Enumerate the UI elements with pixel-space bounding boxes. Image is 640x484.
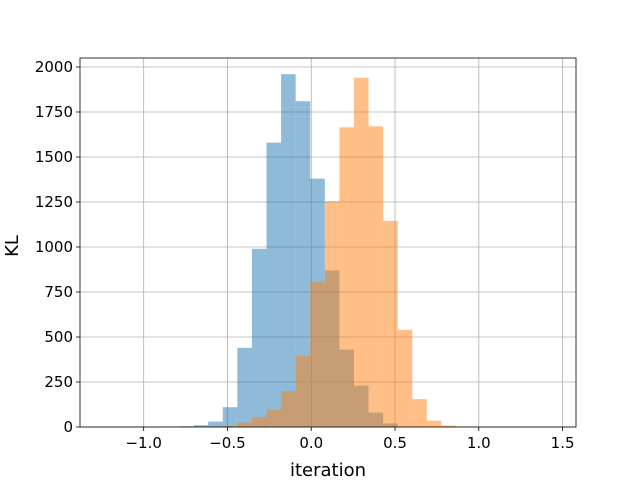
- histogram-bar-series-2: [252, 417, 267, 427]
- x-axis-label: iteration: [290, 460, 366, 480]
- histogram-bar-series-2: [281, 391, 296, 427]
- x-tick-label: 0.0: [299, 434, 323, 452]
- histogram-bar-series-1: [223, 407, 238, 427]
- histogram-bar-series-2: [339, 127, 354, 427]
- histogram-bar-series-1: [208, 422, 223, 427]
- x-tick-label: 1.5: [551, 434, 575, 452]
- x-axis-ticks: −1.0 −0.5 0.0 0.5 1.0 1.5: [125, 427, 574, 452]
- y-axis-ticks: 0 250 500 750 1000 1250 1500 1750 2000: [35, 58, 80, 436]
- y-tick-label: 1250: [35, 193, 73, 211]
- y-tick-label: 750: [44, 283, 73, 301]
- y-tick-label: 0: [63, 418, 73, 436]
- y-tick-label: 1750: [35, 103, 73, 121]
- histogram-bar-series-1: [267, 143, 282, 427]
- histogram-bar-series-1: [237, 348, 252, 427]
- y-axis-label: KL: [2, 235, 23, 257]
- y-tick-label: 500: [44, 328, 73, 346]
- y-tick-label: 1000: [35, 238, 73, 256]
- x-tick-label: 1.0: [467, 434, 491, 452]
- x-tick-label: −0.5: [209, 434, 245, 452]
- histogram-bars: [135, 74, 485, 427]
- y-tick-label: 2000: [35, 58, 73, 76]
- histogram-bar-series-1: [281, 74, 296, 427]
- histogram-bar-series-2: [296, 356, 311, 427]
- histogram-bar-series-2: [427, 421, 442, 427]
- histogram-bar-series-2: [383, 221, 398, 427]
- histogram-bar-series-1: [252, 249, 267, 427]
- y-tick-label: 250: [44, 373, 73, 391]
- histogram-bar-series-2: [398, 330, 413, 427]
- histogram-bar-series-2: [237, 423, 252, 428]
- histogram-bar-series-2: [325, 201, 340, 427]
- histogram-bar-series-2: [267, 410, 282, 427]
- histogram-bar-series-2: [412, 399, 427, 427]
- histogram-bar-series-2: [369, 126, 384, 427]
- x-tick-label: −1.0: [125, 434, 161, 452]
- x-tick-label: 0.5: [383, 434, 407, 452]
- histogram-bar-series-2: [354, 78, 369, 427]
- histogram-bar-series-2: [310, 282, 325, 427]
- y-tick-label: 1500: [35, 148, 73, 166]
